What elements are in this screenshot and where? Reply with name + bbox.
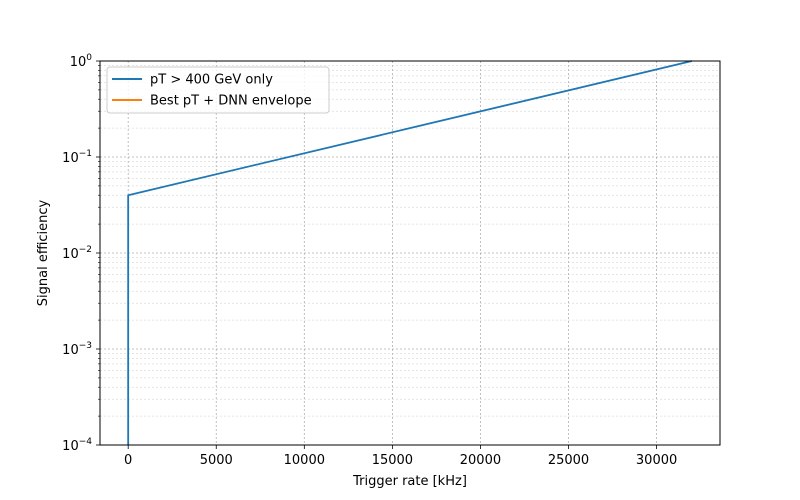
- y-tick-label: 10−4: [62, 437, 92, 454]
- x-tick-label: 15000: [372, 453, 413, 468]
- y-tick-label: 10−2: [62, 245, 92, 262]
- axis-ticks: 0 5000 10000 15000 20000 25000 30000 10−4 10−3 10…: [62, 53, 677, 468]
- x-tick-label: 25000: [548, 453, 589, 468]
- legend-label-dnn-envelope: Best pT + DNN envelope: [150, 94, 312, 109]
- y-tick-label: 100: [70, 53, 93, 70]
- x-axis-label: Trigger rate [kHz]: [352, 474, 467, 489]
- x-tick-label: 10000: [284, 453, 325, 468]
- plot-series: [127, 60, 693, 445]
- grid: [100, 60, 720, 446]
- x-tick-label: 20000: [460, 453, 501, 468]
- x-tick-label: 30000: [636, 453, 677, 468]
- y-tick-label: 10−1: [62, 149, 92, 166]
- x-tick-label: 5000: [200, 453, 233, 468]
- y-tick-label: 10−3: [62, 341, 92, 358]
- legend-box: [106, 66, 330, 114]
- y-axis-label: Signal efficiency: [36, 199, 51, 306]
- x-tick-label: 0: [124, 453, 132, 468]
- legend: pT > 400 GeV only Best pT + DNN envelope: [106, 66, 330, 114]
- legend-label-pt-only: pT > 400 GeV only: [150, 73, 273, 88]
- series-line-0: [127, 60, 693, 445]
